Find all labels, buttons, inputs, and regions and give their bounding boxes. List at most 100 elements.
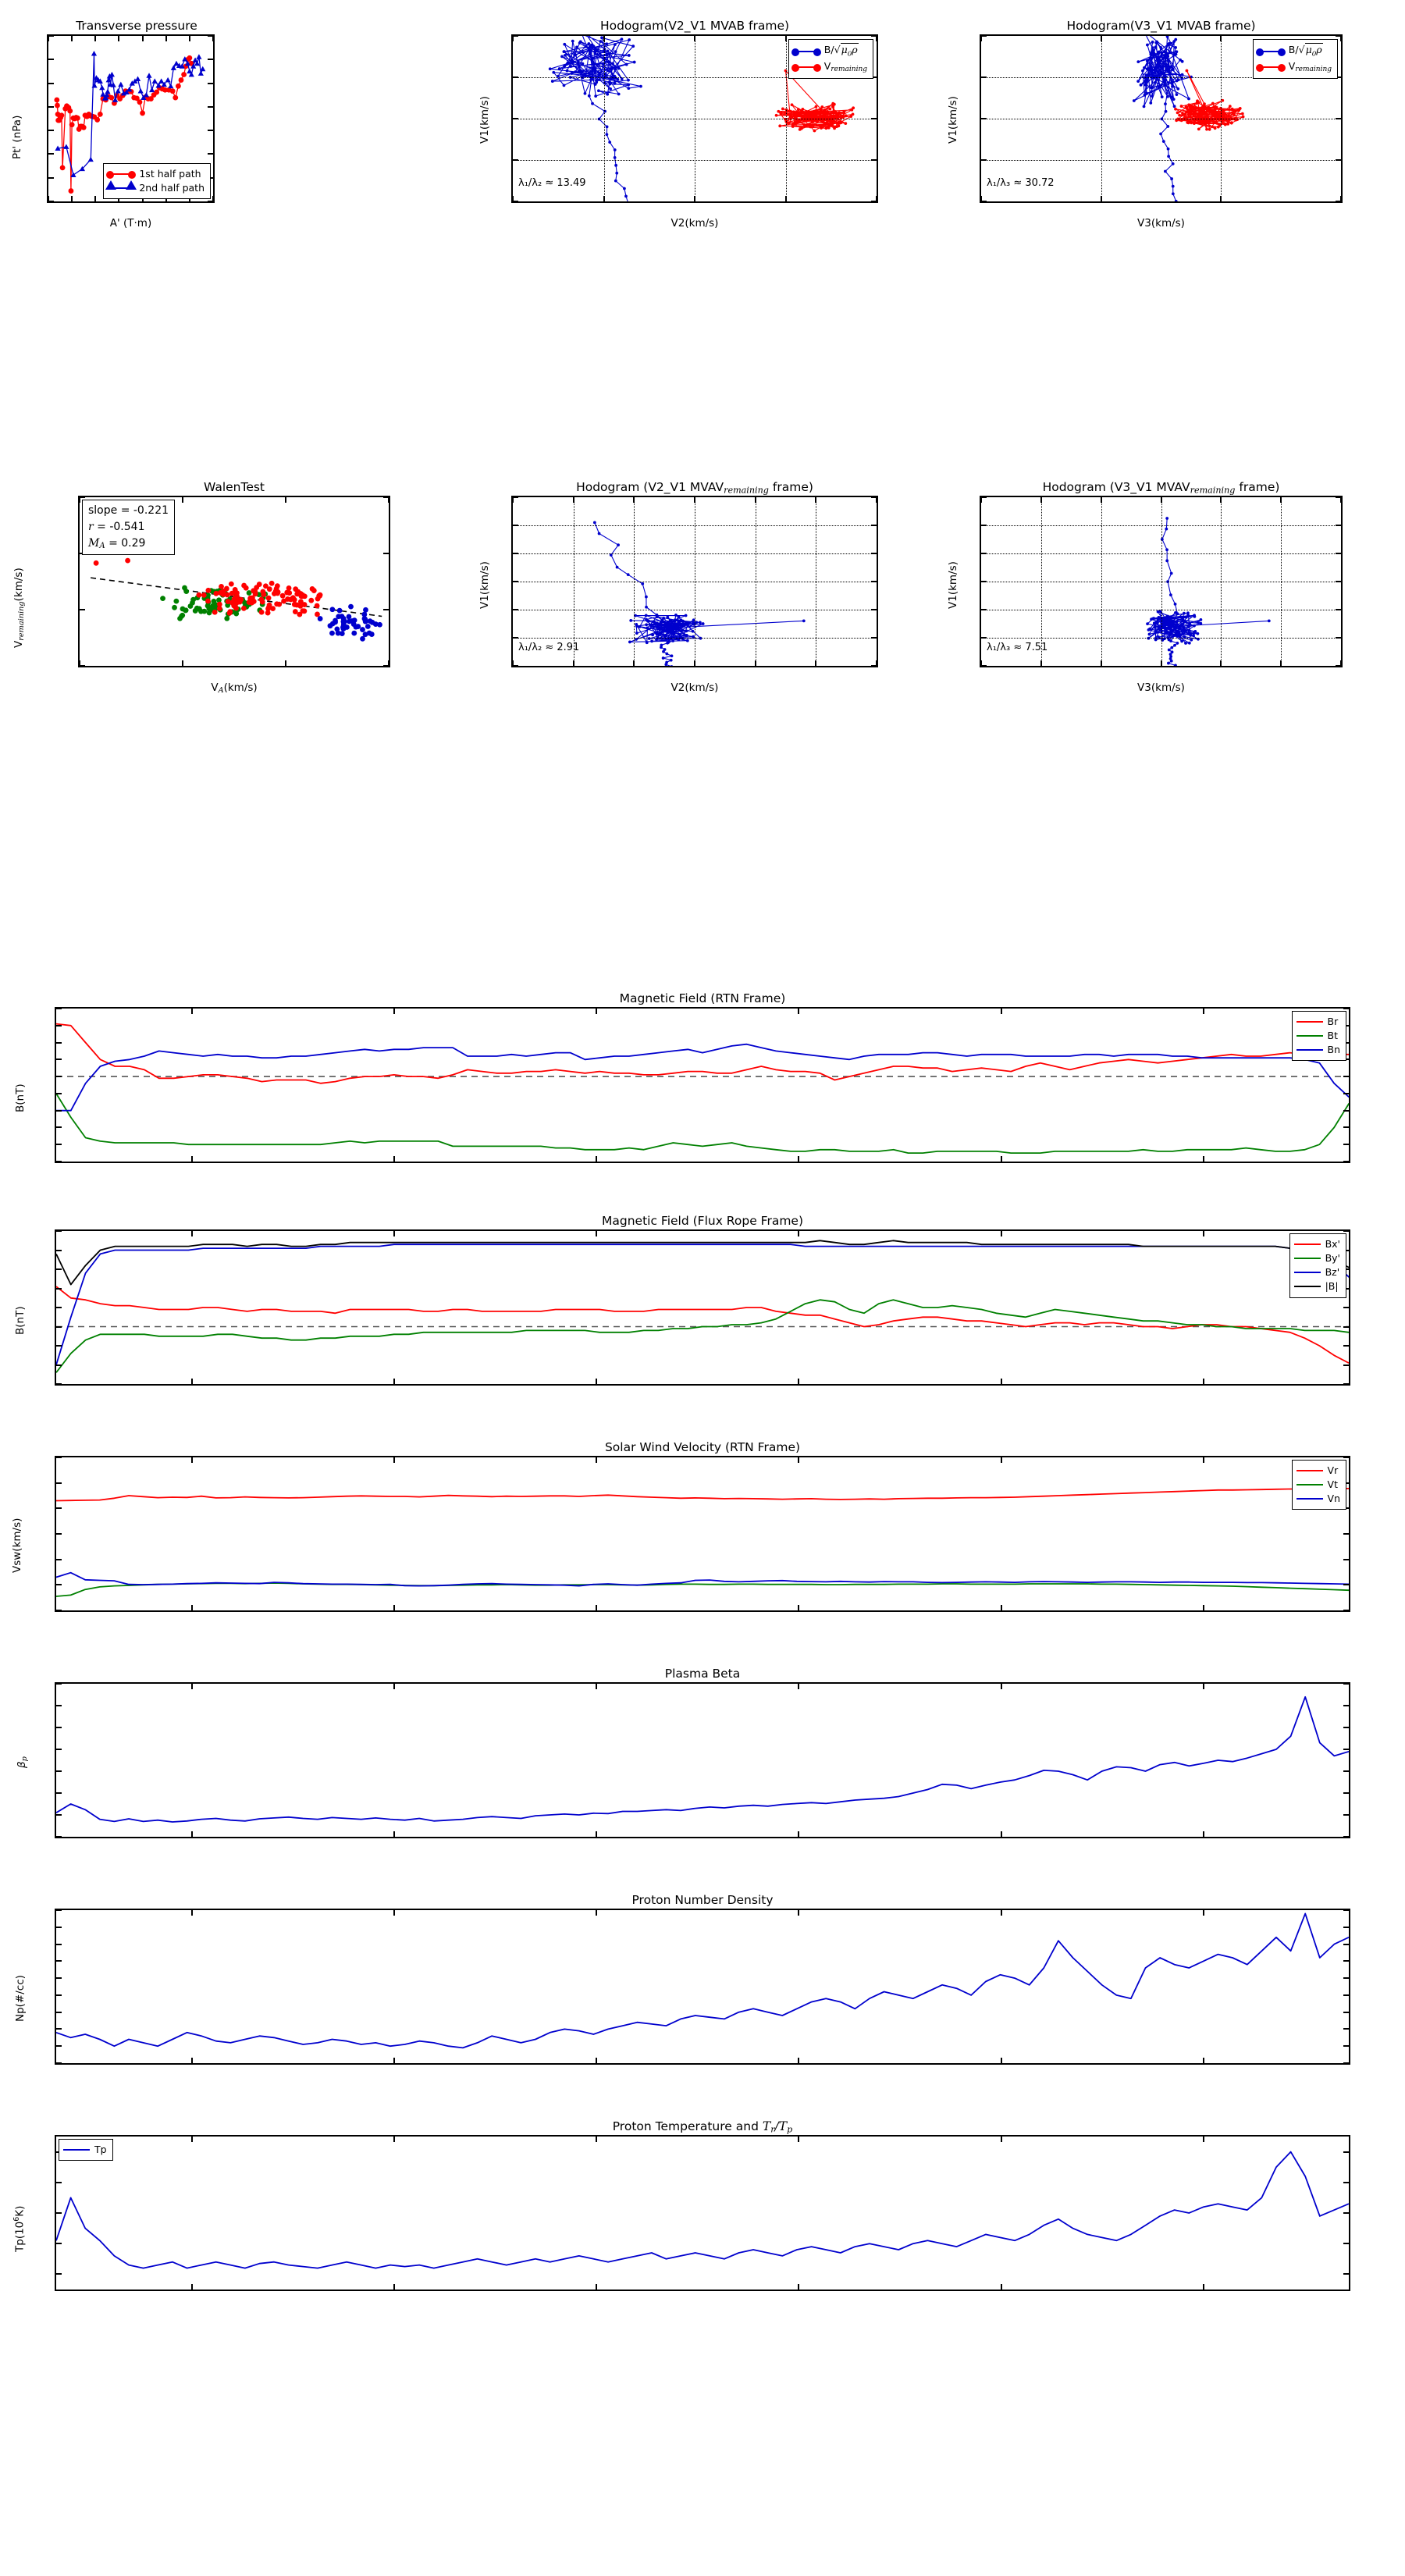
gridline: [1101, 497, 1102, 666]
slope-value: slope = -0.221: [88, 504, 169, 517]
y-tick-mark: [56, 1041, 62, 1044]
y-tick-mark: [56, 1249, 62, 1251]
y-tick-mark: [48, 105, 54, 108]
y-tick-mark: [1336, 36, 1341, 37]
y-tick-mark: [56, 1792, 62, 1794]
legend-label: Vremaining: [823, 60, 867, 74]
y-tick-mark: [56, 1684, 62, 1685]
y-tick-mark: [56, 1836, 62, 1837]
legend-label: Tp: [94, 2144, 107, 2155]
x-tick-mark: [71, 196, 73, 201]
y-tick-mark: [56, 1770, 62, 1772]
x-tick-mark: [981, 497, 982, 503]
y-tick-mark: [56, 1268, 62, 1270]
y-tick-mark: [383, 497, 389, 498]
y-axis-label: B(nT): [14, 1306, 27, 1335]
legend-label: Vremaining: [1288, 60, 1332, 74]
y-tick-mark: [1343, 2151, 1349, 2153]
x-tick-mark: [188, 36, 190, 41]
x-tick-mark: [190, 1156, 193, 1162]
panel-magnetic-field-rtn: Magnetic Field (RTN Frame) Br Bt Bn -50-…: [0, 991, 1405, 1194]
panel-plasma-beta: Plasma Beta 0.000.050.100.150.200.250.30…: [0, 1667, 1405, 1870]
x-tick-mark: [393, 2058, 396, 2063]
y-tick-mark: [1343, 1533, 1349, 1535]
y-tick-mark: [871, 497, 877, 498]
x-tick-mark: [190, 2058, 193, 2063]
y-tick-mark: [56, 1008, 62, 1009]
x-tick-mark: [1000, 1457, 1002, 1463]
timeseries-traces: [56, 1023, 1349, 1155]
panel-title: Magnetic Field (RTN Frame): [619, 991, 786, 1005]
legend-label: 2nd half path: [139, 181, 205, 194]
line-icon: [63, 2149, 90, 2151]
y-tick-mark: [1336, 665, 1341, 666]
y-tick-mark: [56, 1727, 62, 1728]
gridline: [981, 77, 1341, 78]
panel-title: Magnetic Field (Flux Rope Frame): [602, 1214, 803, 1228]
y-axis-label: V1(km/s): [478, 561, 491, 609]
plot-area: 1st half path 2nd half path 0.240.320.40…: [47, 34, 215, 203]
y-tick-mark: [56, 1144, 62, 1146]
y-axis-label: B(nT): [14, 1083, 27, 1112]
x-tick-mark: [596, 1457, 598, 1463]
y-tick-mark: [208, 153, 213, 155]
y-tick-mark: [56, 1383, 62, 1384]
x-tick-mark: [1202, 1009, 1204, 1014]
legend-label: Bt: [1327, 1030, 1338, 1042]
panel-hodogram-v3v1-mvab: Hodogram(V3_V1 MVAB frame) B/√μ0ρ Vremai…: [941, 19, 1405, 229]
x-tick-mark: [393, 1231, 396, 1236]
x-tick-mark: [596, 1684, 598, 1689]
y-tick-mark: [80, 497, 85, 498]
x-tick-mark: [190, 1684, 193, 1689]
y-tick-mark: [48, 59, 54, 61]
y-tick-mark: [1343, 2273, 1349, 2275]
plot-area: B/√μ0ρ Vremaining λ₁/λ₃ ≈ 30.72 -100-500…: [980, 34, 1343, 203]
plot-area: Vr Vt Vn -100010020030040050006/12 06:00…: [55, 1456, 1350, 1612]
y-tick-mark: [1343, 1705, 1349, 1706]
panel-solar-wind-velocity: Solar Wind Velocity (RTN Frame) Vr Vt Vn…: [0, 1440, 1405, 1643]
x-tick-mark: [1000, 2284, 1002, 2290]
legend-row: Bz': [1293, 1265, 1340, 1279]
x-tick-mark: [1202, 1379, 1204, 1384]
y-tick-mark: [1343, 1926, 1349, 1928]
y-tick-mark: [48, 130, 54, 132]
line-marker-icon: [791, 48, 821, 56]
y-tick-mark: [1343, 1076, 1349, 1078]
panel-proton-density: Proton Number Density 304050607080901001…: [0, 1893, 1405, 2096]
y-tick-mark: [56, 1507, 62, 1510]
panel-title: Transverse pressure: [76, 19, 197, 33]
y-tick-mark: [981, 36, 987, 37]
line-icon: [1296, 1021, 1323, 1023]
panel-title: Solar Wind Velocity (RTN Frame): [604, 1440, 801, 1454]
x-tick-mark: [393, 2137, 396, 2142]
panel-title: Plasma Beta: [664, 1667, 741, 1681]
y-tick-mark: [208, 36, 213, 37]
x-tick-mark: [513, 36, 514, 41]
y-tick-mark: [1343, 1231, 1349, 1232]
x-tick-mark: [71, 36, 73, 41]
y-tick-mark: [56, 2062, 62, 2063]
y-tick-mark: [513, 665, 518, 666]
legend-hodogram: B/√μ0ρ Vremaining: [1252, 39, 1338, 80]
walen-stats-box: slope = -0.221 r = -0.541 MA = 0.29: [82, 500, 176, 556]
y-tick-mark: [513, 201, 518, 202]
panel-hodogram-v2v1-mvav: Hodogram (V2_V1 MVAVremaining frame) λ₁/…: [468, 480, 937, 699]
legend-row: Vn: [1296, 1492, 1340, 1506]
x-tick-mark: [393, 1457, 396, 1463]
triangle-marker-icon: [105, 180, 137, 190]
y-tick-mark: [1343, 1684, 1349, 1685]
x-tick-mark: [596, 2284, 598, 2290]
y-tick-mark: [208, 201, 213, 202]
title-math: Tr/Tp: [762, 2119, 793, 2135]
y-tick-mark: [48, 82, 54, 84]
x-tick-mark: [1202, 2058, 1204, 2063]
x-tick-mark: [513, 660, 514, 666]
legend-row: Vremaining: [791, 59, 867, 75]
timeseries-traces: [56, 1912, 1349, 2049]
x-tick-mark: [596, 1910, 598, 1916]
y-tick-mark: [1343, 1910, 1349, 1911]
y-tick-mark: [56, 1994, 62, 1996]
x-tick-mark: [1340, 196, 1341, 201]
x-tick-mark: [1202, 1910, 1204, 1916]
gridline: [1161, 497, 1162, 666]
